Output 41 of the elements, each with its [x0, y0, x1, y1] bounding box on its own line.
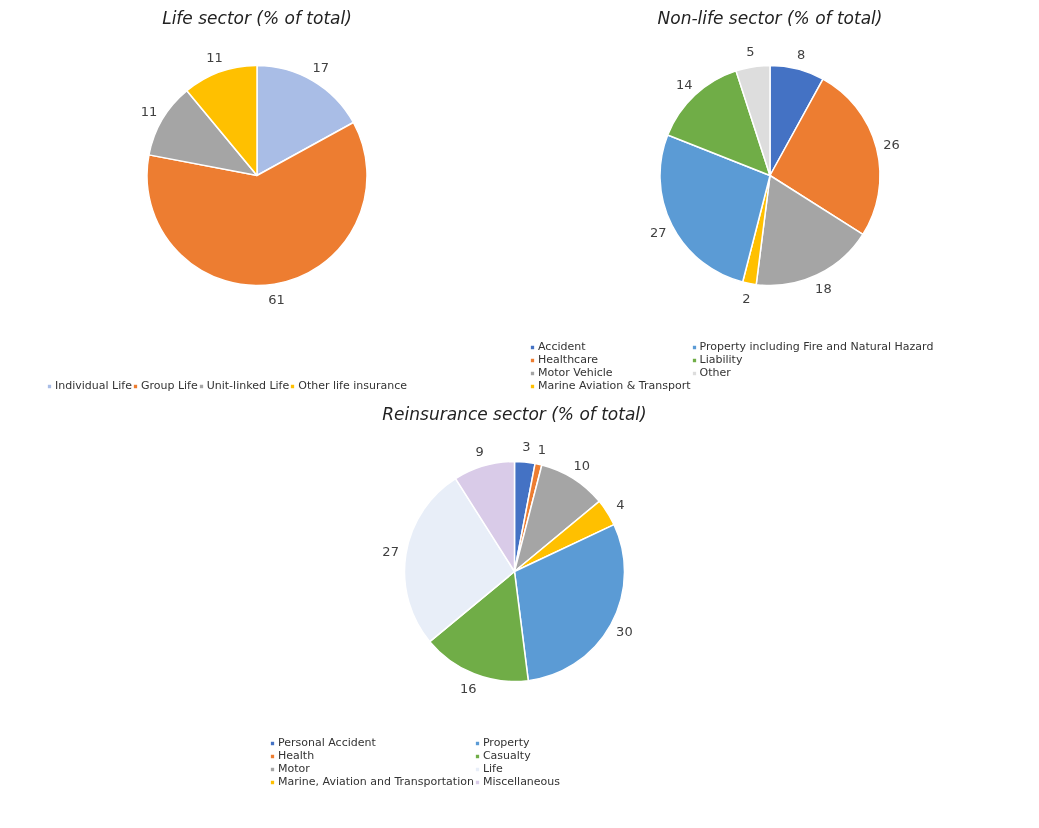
- legend-label: Property: [482, 736, 530, 749]
- data-label: 4: [616, 496, 625, 512]
- legend-label: Liability: [699, 353, 743, 366]
- data-label: 18: [815, 281, 832, 297]
- legend-label: Health: [278, 749, 315, 762]
- legend-label: Personal Accident: [278, 736, 376, 749]
- data-label: 27: [650, 224, 667, 240]
- legend-label: Life: [482, 762, 503, 775]
- data-label: 8: [797, 46, 806, 62]
- legend-label: Accident: [538, 340, 586, 353]
- data-label: 26: [883, 136, 900, 152]
- data-label: 11: [206, 50, 223, 66]
- legend-label: Other life insurance: [298, 379, 407, 392]
- data-label: 30: [616, 624, 633, 640]
- data-label: 10: [573, 458, 590, 474]
- legend-label: Other: [699, 366, 731, 379]
- legend-label: Miscellaneous: [482, 775, 561, 788]
- legend-label: Marine Aviation & Transport: [538, 379, 691, 392]
- data-label: 14: [675, 76, 693, 92]
- legend-label: Group Life: [140, 379, 198, 392]
- legend-label: Motor: [278, 762, 310, 775]
- data-label: 1: [537, 441, 546, 457]
- chart-title: Reinsurance sector (% of total): [382, 403, 647, 424]
- legend-label: Unit-linked Life: [206, 379, 290, 392]
- legend-label: Healthcare: [538, 353, 598, 366]
- data-label: 2: [742, 291, 751, 307]
- legend-label: Marine, Aviation and Transportation: [278, 775, 474, 788]
- chart-title: Life sector (% of total): [162, 7, 352, 28]
- data-label: 11: [140, 104, 158, 120]
- data-label: 9: [475, 443, 484, 459]
- data-label: 3: [522, 439, 531, 455]
- data-label: 61: [268, 291, 285, 307]
- chart-title: Non-life sector (% of total): [657, 7, 883, 28]
- data-label: 5: [746, 44, 755, 60]
- legend-label: Motor Vehicle: [538, 366, 613, 379]
- legend-label: Casualty: [482, 749, 531, 762]
- legend-label: Individual Life: [55, 379, 132, 392]
- data-label: 16: [460, 680, 477, 696]
- data-label: 17: [312, 60, 330, 76]
- legend-label: Property including Fire and Natural Hazard: [699, 340, 934, 353]
- data-label: 27: [382, 544, 399, 560]
